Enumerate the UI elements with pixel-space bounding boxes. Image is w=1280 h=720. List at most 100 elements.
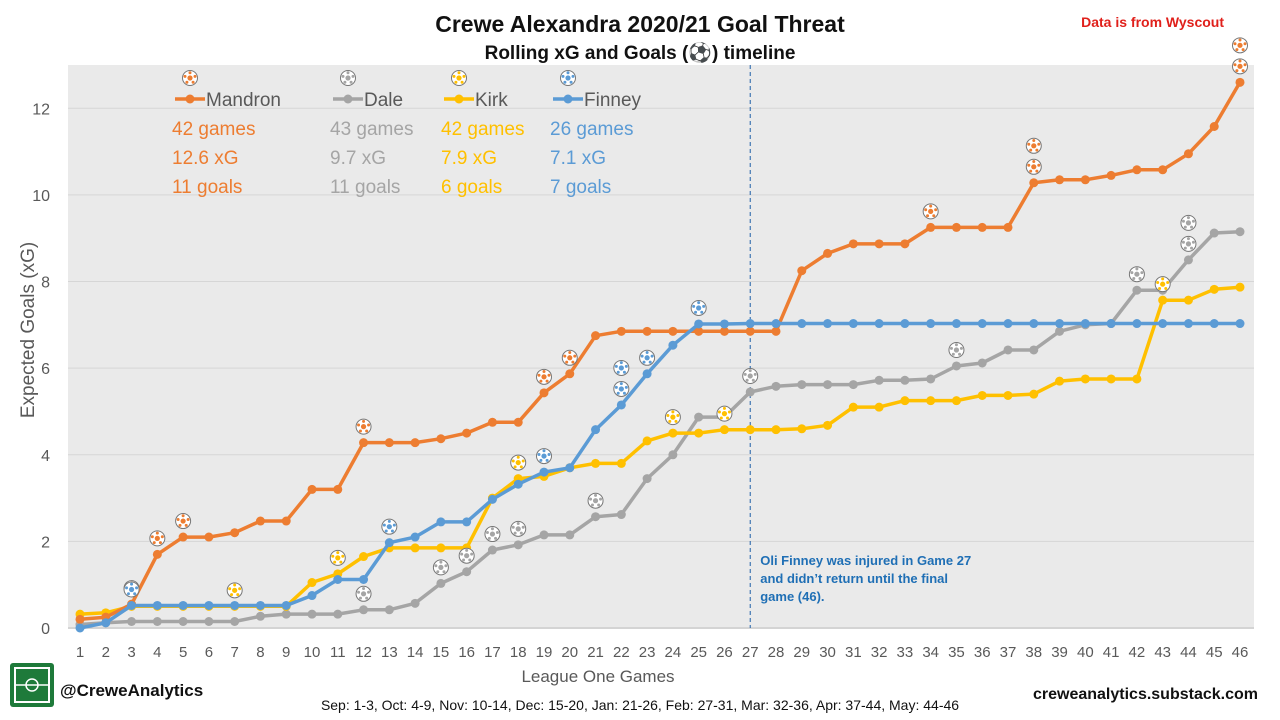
dale-goal-icon	[742, 367, 759, 384]
x-tick-label: 19	[536, 644, 553, 661]
finney-point	[1183, 319, 1193, 329]
dale-point	[1003, 345, 1013, 355]
finney-goal-icon	[381, 518, 398, 535]
x-tick-label: 15	[433, 644, 450, 661]
kirk-goal-icon	[226, 582, 243, 599]
dale-legend-name: Dale	[364, 90, 403, 111]
dale-point	[616, 510, 626, 520]
mandron-goal-icon	[536, 368, 552, 385]
dale-point	[926, 374, 936, 384]
plot-area	[68, 65, 1254, 629]
kirk-goals-label: 6 goals	[441, 177, 502, 198]
finney-point	[926, 319, 936, 329]
finney-point	[359, 574, 369, 584]
dale-point	[333, 609, 343, 619]
x-tick-label: 8	[256, 644, 264, 661]
x-tick-label: 13	[381, 644, 398, 661]
mandron-point	[668, 326, 678, 336]
finney-point	[874, 319, 884, 329]
x-tick-label: 18	[510, 644, 527, 661]
gridlines	[68, 107, 1254, 629]
finney-point	[591, 425, 601, 435]
kirk-point	[874, 402, 884, 412]
finney-point	[719, 319, 729, 329]
x-tick-label: 43	[1154, 644, 1171, 661]
kirk-point	[616, 458, 626, 468]
x-tick-label: 34	[922, 644, 939, 661]
x-tick-label: 9	[282, 644, 290, 661]
dale-point	[359, 605, 369, 615]
kirk-goal-icon	[1154, 276, 1171, 293]
finney-point	[565, 463, 575, 473]
kirk-point	[1209, 284, 1219, 294]
mandron-point	[694, 326, 704, 336]
mandron-goal-icon	[1025, 137, 1042, 154]
mandron-point	[539, 388, 549, 398]
kirk-point	[1158, 295, 1168, 305]
finney-point	[771, 319, 781, 329]
mandron-point	[1158, 165, 1168, 175]
finney-point	[977, 319, 987, 329]
finney-point	[333, 574, 343, 584]
dale-point	[874, 375, 884, 385]
y-tick-label: 2	[41, 534, 50, 551]
dale-point	[462, 567, 472, 577]
y-tick-label: 6	[41, 361, 50, 378]
x-tick-label: 12	[355, 644, 372, 661]
mandron-point	[565, 369, 575, 379]
dale-goal-icon	[432, 559, 449, 576]
dale-point	[694, 412, 704, 422]
mandron-point	[977, 222, 987, 232]
finney-point	[642, 369, 652, 379]
mandron-point	[410, 438, 420, 448]
x-tick-label: 38	[1025, 644, 1042, 661]
mandron-point	[333, 484, 343, 494]
dale-point	[951, 361, 961, 371]
finney-point	[900, 319, 910, 329]
mandron-point	[1209, 121, 1219, 131]
mandron-point	[1029, 178, 1039, 188]
finney-point	[797, 319, 807, 329]
kirk-xg-label: 7.9 xG	[441, 148, 497, 169]
mandron-point	[719, 326, 729, 336]
dale-point	[900, 375, 910, 385]
mandron-point	[359, 438, 369, 448]
dale-goal-icon	[1128, 266, 1145, 283]
x-tick-label: 16	[458, 644, 475, 661]
dale-point	[281, 609, 291, 619]
finney-point	[745, 319, 755, 329]
y-axis-ticks: 0 2 4 6 8 10 12	[32, 101, 50, 638]
mandron-legend-name: Mandron	[206, 90, 281, 111]
website-link[interactable]: creweanalytics.substack.com	[1032, 686, 1258, 703]
finney-goal-icon	[639, 349, 656, 366]
kirk-point	[1055, 376, 1065, 386]
dale-point	[307, 609, 317, 619]
kirk-legend-marker	[454, 94, 464, 104]
finney-point	[410, 532, 420, 542]
dale-games-label: 43 games	[330, 119, 413, 140]
kirk-point	[436, 543, 446, 553]
x-tick-label: 30	[819, 644, 836, 661]
kirk-point	[977, 390, 987, 400]
mandron-point	[178, 532, 188, 542]
mandron-point	[900, 239, 910, 249]
x-tick-label: 46	[1232, 644, 1249, 661]
x-tick-label: 22	[613, 644, 630, 661]
dale-point	[513, 540, 523, 550]
x-tick-label: 6	[205, 644, 213, 661]
finney-point	[1055, 319, 1065, 329]
annotation-text: and didn’t return until the final	[760, 571, 948, 586]
finney-point	[204, 600, 214, 610]
x-tick-label: 10	[304, 644, 321, 661]
y-tick-label: 0	[41, 621, 50, 638]
mandron-point	[255, 516, 265, 526]
finney-point	[1158, 319, 1168, 329]
kirk-point	[642, 436, 652, 446]
x-tick-label: 2	[102, 644, 110, 661]
x-tick-label: 29	[793, 644, 810, 661]
mandron-goal-icon	[561, 349, 578, 366]
dale-point	[127, 617, 137, 627]
legend-kirk: Kirk 42 games 7.9 xG 6 goals	[441, 70, 524, 198]
finney-goal-icon	[123, 581, 140, 598]
finney-point	[513, 479, 523, 489]
